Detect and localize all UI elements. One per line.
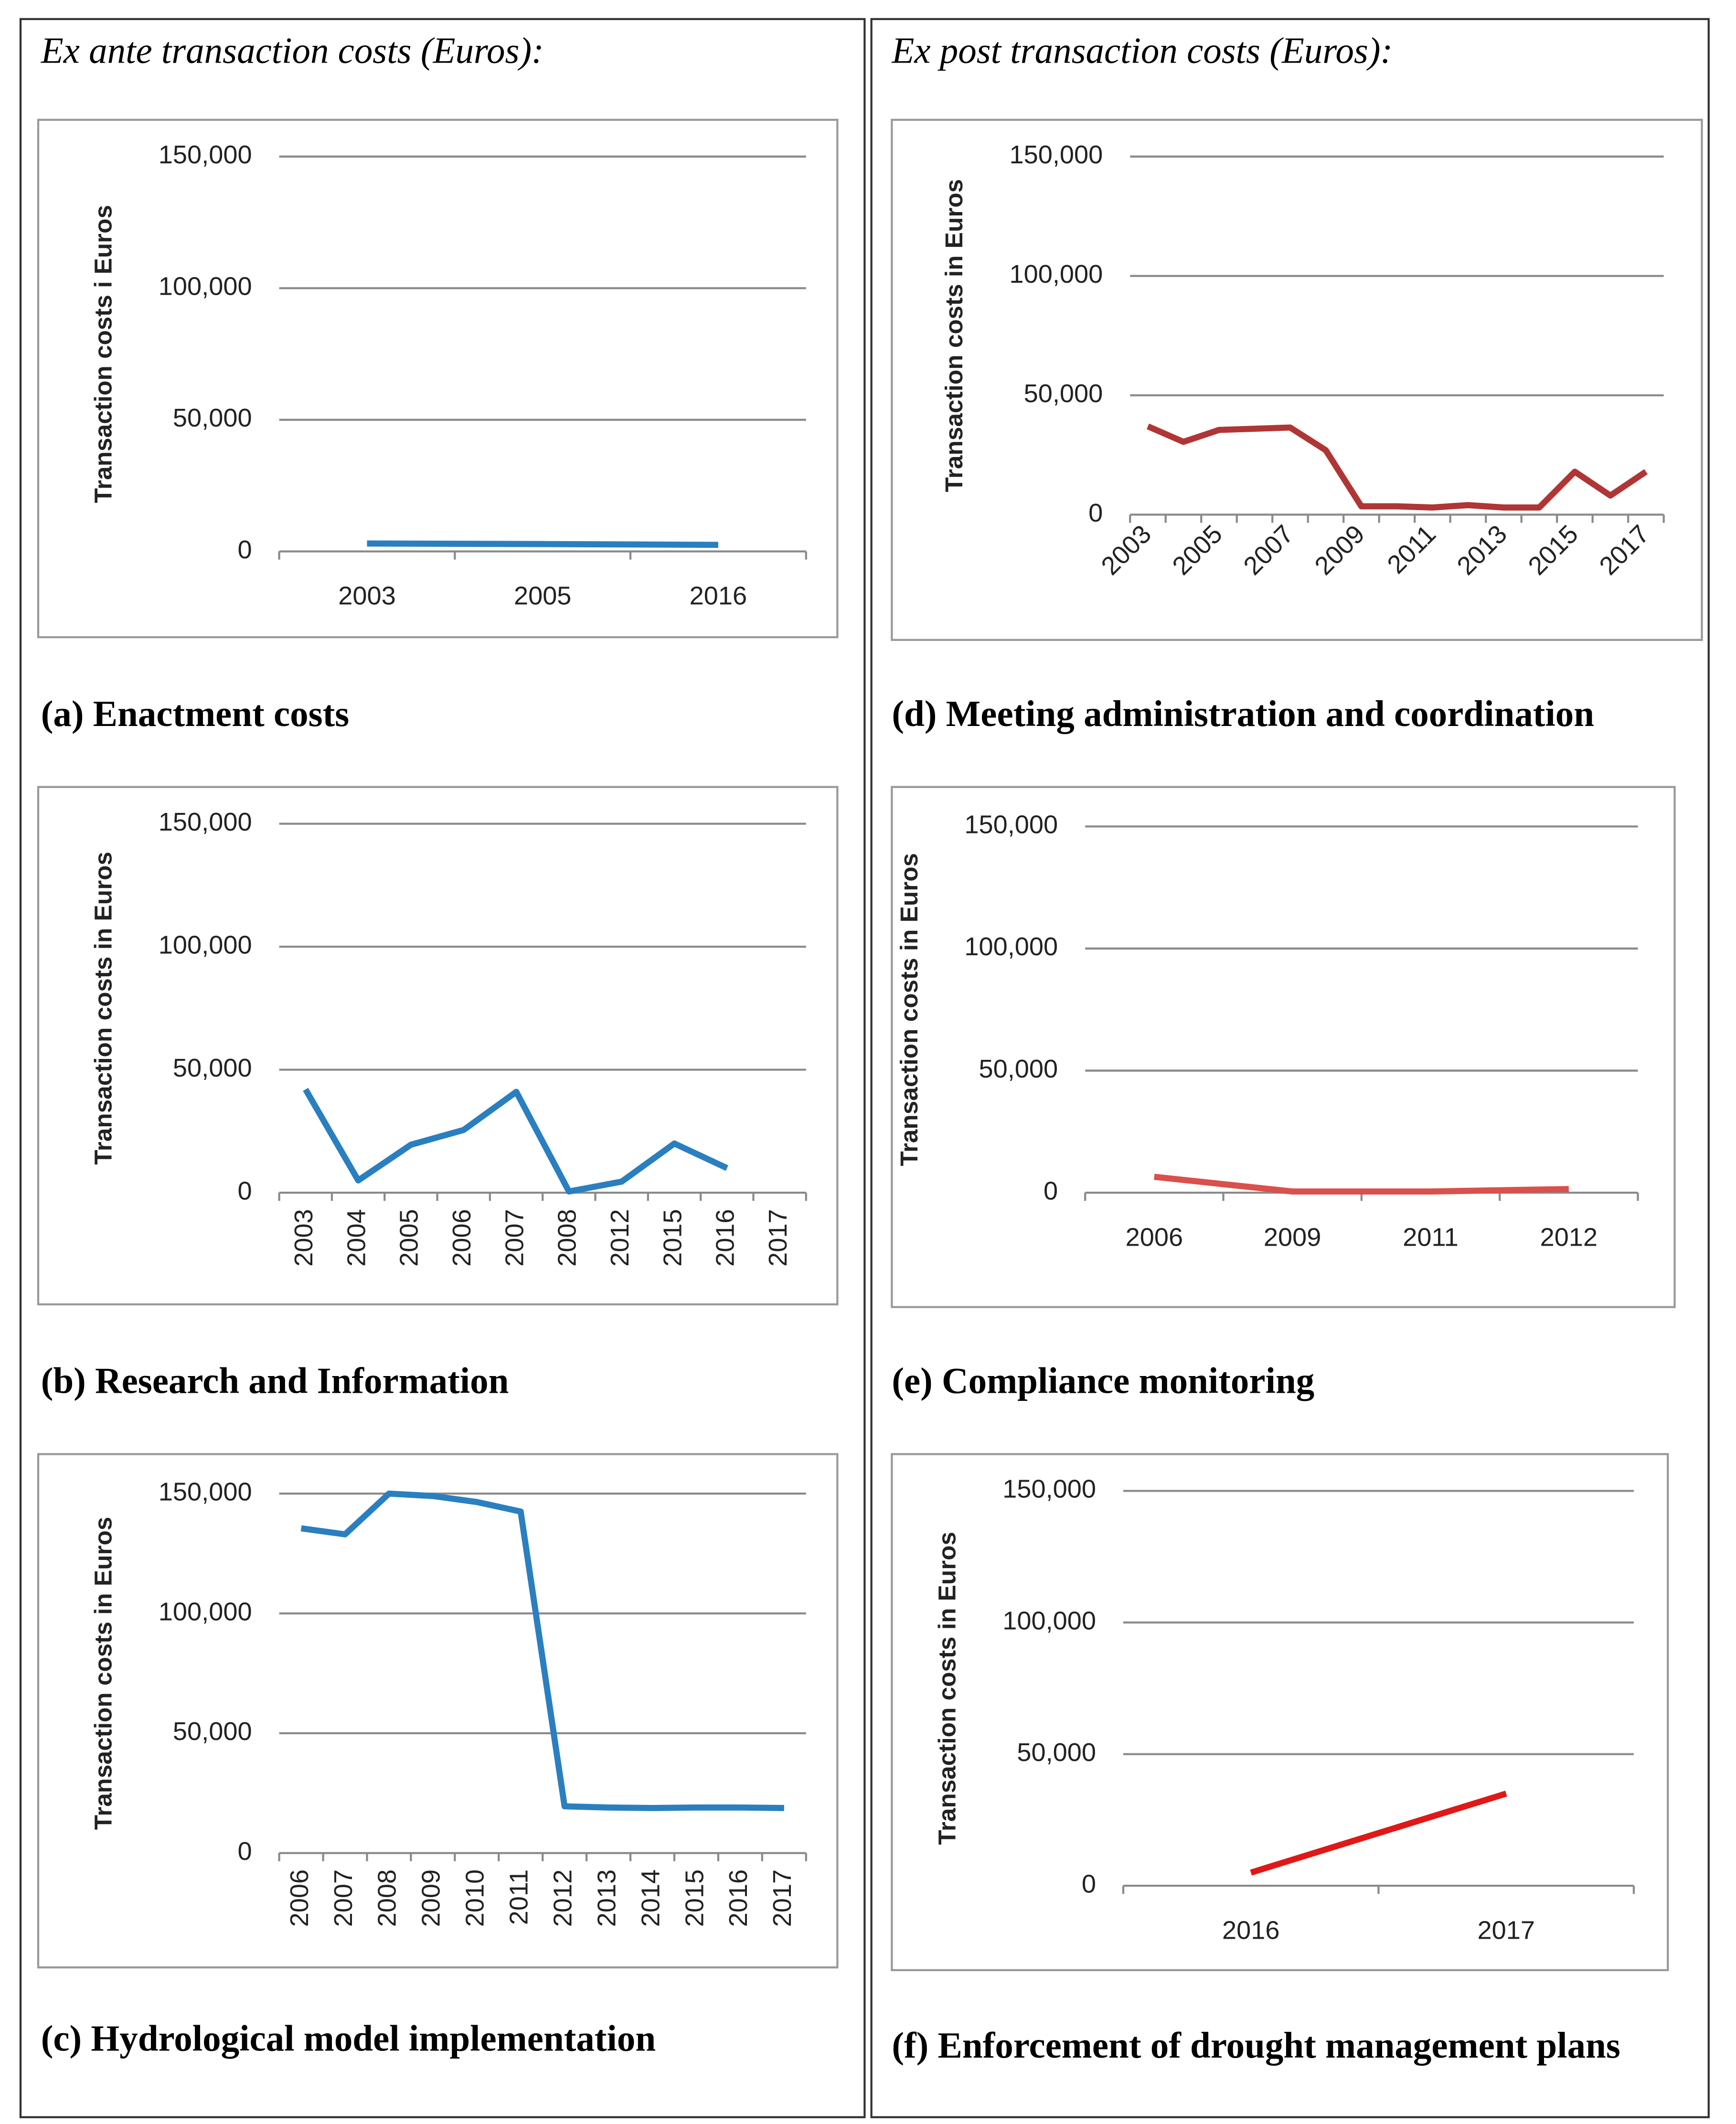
x-tick-label: 2012 bbox=[606, 1209, 634, 1266]
y-tick-label: 150,000 bbox=[964, 811, 1058, 839]
column-header: Ex post transaction costs (Euros): bbox=[891, 30, 1393, 71]
x-tick-label: 2016 bbox=[1222, 1916, 1279, 1944]
caption: (b) Research and Information bbox=[41, 1360, 509, 1401]
x-tick-label: 2012 bbox=[548, 1869, 577, 1927]
y-tick-label: 0 bbox=[1088, 499, 1103, 527]
x-tick-label: 2003 bbox=[289, 1209, 318, 1266]
y-tick-label: 0 bbox=[1082, 1869, 1096, 1898]
y-tick-label: 150,000 bbox=[159, 1477, 252, 1506]
chart-box bbox=[37, 118, 839, 639]
y-axis-title: Transaction costs in Euros bbox=[934, 1532, 961, 1845]
x-tick-label: 2011 bbox=[505, 1869, 533, 1925]
x-tick-label: 2009 bbox=[417, 1869, 446, 1927]
y-tick-label: 100,000 bbox=[159, 1597, 252, 1626]
y-axis-title: Transaction costs in Euros bbox=[895, 853, 923, 1166]
y-tick-label: 0 bbox=[1044, 1176, 1058, 1205]
data-line bbox=[303, 1088, 729, 1195]
x-tick-label: 2006 bbox=[1126, 1223, 1183, 1251]
x-tick-label: 2016 bbox=[711, 1209, 740, 1266]
y-tick-label: 50,000 bbox=[1017, 1738, 1096, 1767]
x-tick-label: 2008 bbox=[373, 1869, 402, 1927]
x-tick-label: 2007 bbox=[329, 1869, 358, 1927]
y-tick-label: 100,000 bbox=[1002, 1606, 1096, 1635]
y-tick-label: 150,000 bbox=[1009, 140, 1103, 169]
caption: (c) Hydrological model implementation bbox=[41, 2018, 656, 2059]
caption: (e) Compliance monitoring bbox=[892, 1360, 1314, 1401]
y-axis-title: Transaction costs in Euros bbox=[89, 1517, 117, 1830]
y-tick-label: 150,000 bbox=[1002, 1475, 1096, 1504]
x-tick-label: 2006 bbox=[285, 1869, 314, 1927]
x-tick-label: 2014 bbox=[636, 1869, 665, 1927]
x-tick-label: 2013 bbox=[592, 1869, 621, 1927]
y-tick-label: 100,000 bbox=[964, 932, 1058, 961]
y-tick-label: 50,000 bbox=[173, 1717, 252, 1746]
right-panel bbox=[870, 18, 1710, 2118]
y-axis-title: Transaction costs in Euros bbox=[89, 852, 117, 1165]
left-panel bbox=[19, 18, 866, 2118]
y-tick-label: 100,000 bbox=[159, 930, 252, 959]
x-tick-label: 2017 bbox=[764, 1209, 792, 1266]
x-tick-label: 2016 bbox=[724, 1869, 753, 1927]
caption: (a) Enactment costs bbox=[41, 693, 349, 734]
x-tick-label: 2006 bbox=[447, 1209, 476, 1266]
chart-box bbox=[891, 1453, 1669, 1972]
y-axis-title: Transaction costs i Euros bbox=[89, 205, 117, 503]
y-tick-label: 50,000 bbox=[979, 1055, 1058, 1083]
x-tick-label: 2015 bbox=[680, 1869, 709, 1927]
x-tick-label: 2008 bbox=[553, 1209, 582, 1266]
x-tick-label: 2003 bbox=[338, 582, 395, 610]
y-tick-label: 0 bbox=[237, 1837, 252, 1866]
x-tick-label: 2015 bbox=[658, 1209, 687, 1266]
x-tick-label: 2004 bbox=[342, 1209, 371, 1266]
data-line bbox=[1146, 423, 1648, 511]
caption: (f) Enforcement of drought management pl… bbox=[892, 2025, 1620, 2066]
column-header: Ex ante transaction costs (Euros): bbox=[41, 30, 544, 71]
data-line bbox=[1154, 1174, 1569, 1195]
data-line bbox=[367, 540, 718, 548]
chart-box bbox=[37, 1453, 839, 1969]
x-tick-label: 2017 bbox=[768, 1869, 797, 1927]
y-tick-label: 100,000 bbox=[159, 272, 252, 301]
y-tick-label: 0 bbox=[237, 1176, 252, 1205]
x-tick-label: 2010 bbox=[461, 1869, 490, 1927]
y-tick-label: 100,000 bbox=[1009, 260, 1103, 288]
x-tick-label: 2009 bbox=[1264, 1223, 1321, 1251]
chart-box bbox=[891, 786, 1676, 1308]
y-tick-label: 50,000 bbox=[173, 1054, 252, 1082]
caption: (d) Meeting administration and coordinat… bbox=[892, 693, 1594, 734]
y-tick-label: 150,000 bbox=[159, 808, 252, 836]
data-line bbox=[300, 1490, 784, 1811]
y-tick-label: 50,000 bbox=[1024, 379, 1103, 408]
y-tick-label: 50,000 bbox=[173, 404, 252, 432]
y-tick-label: 150,000 bbox=[159, 140, 252, 169]
x-tick-label: 2016 bbox=[690, 582, 747, 610]
x-tick-label: 2017 bbox=[1477, 1916, 1534, 1944]
data-line bbox=[1250, 1791, 1507, 1876]
y-axis-title: Transaction costs in Euros bbox=[940, 179, 968, 492]
x-tick-label: 2005 bbox=[514, 582, 571, 610]
y-tick-label: 0 bbox=[237, 535, 252, 564]
chart-box bbox=[37, 786, 839, 1306]
chart-box bbox=[891, 118, 1703, 641]
x-tick-label: 2007 bbox=[500, 1209, 529, 1266]
x-tick-label: 2012 bbox=[1540, 1223, 1598, 1251]
x-tick-label: 2011 bbox=[1403, 1223, 1458, 1251]
x-tick-label: 2005 bbox=[395, 1209, 424, 1266]
